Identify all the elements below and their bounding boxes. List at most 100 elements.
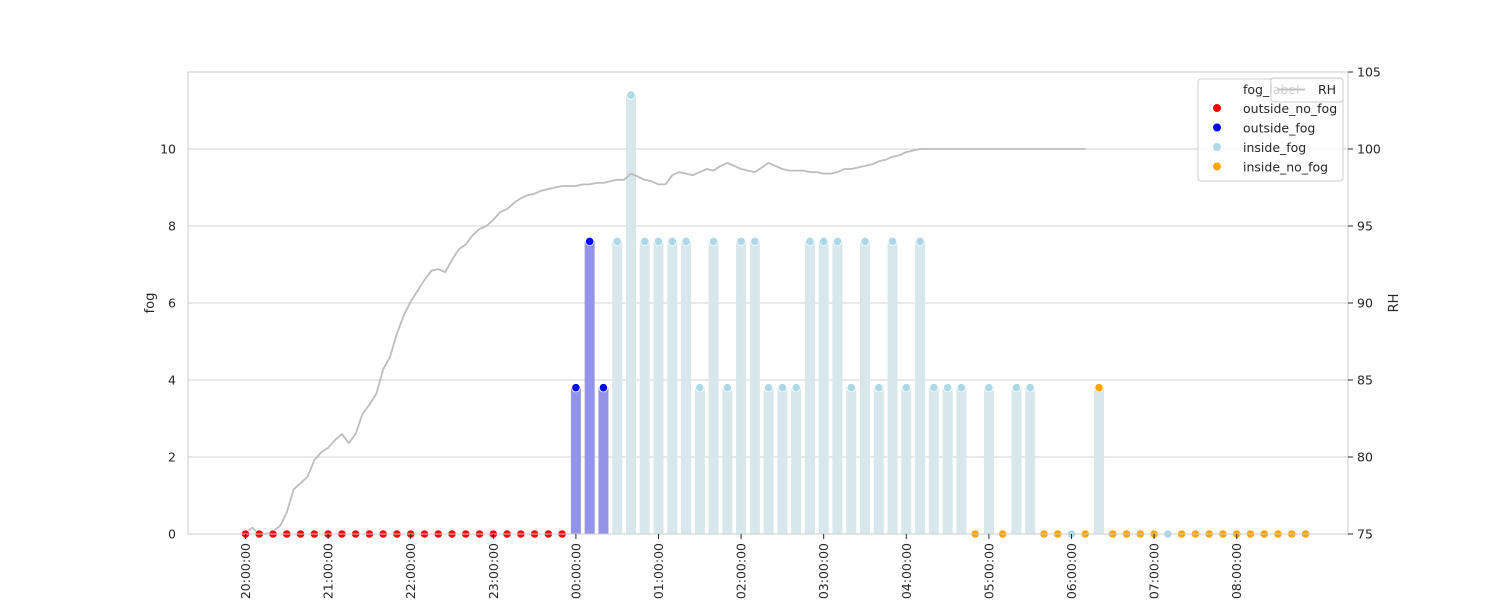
fog-bar: [956, 387, 967, 534]
legend-marker-outside_fog: [1213, 123, 1221, 132]
fog-point-inside_fog: [791, 383, 801, 393]
fog-bar: [873, 387, 884, 534]
left-y-tick-label: 0: [168, 527, 176, 542]
fog-bar: [1025, 387, 1036, 534]
left-y-axis-ticks: 0 2 4 6 8 10: [160, 142, 176, 542]
fog-point-inside_fog: [984, 383, 994, 393]
right-y-tick-label: 95: [1357, 219, 1373, 234]
fog-bar: [639, 241, 650, 534]
fog-bar: [777, 387, 788, 534]
fog-point-inside_fog: [846, 383, 856, 393]
fog-point-inside_fog: [750, 236, 760, 246]
fog-bar: [708, 241, 719, 534]
legend-marker-outside_no_fog: [1213, 104, 1221, 112]
left-y-tick-label: 4: [168, 373, 176, 388]
fog-bar: [653, 241, 664, 534]
rh-line: [244, 148, 1086, 535]
left-y-tick-label: 10: [160, 142, 176, 157]
fog-point-inside_fog: [777, 383, 788, 393]
fog-point-inside_fog: [667, 236, 677, 246]
fog-bar: [612, 241, 623, 534]
fog-bar: [942, 387, 953, 534]
fog-point-inside_fog: [736, 236, 746, 246]
x-axis-ticks: 20:00:00 21:00:00 22:00:00 23:00:00 00:00:00…: [238, 534, 1244, 599]
fog-bar: [1011, 387, 1022, 534]
fog-point-inside_fog: [915, 236, 925, 246]
legend-marker-inside_fog: [1213, 143, 1221, 151]
left-y-tick-label: 6: [168, 296, 176, 311]
fog-bar: [983, 387, 994, 534]
left-y-tick-label: 2: [168, 450, 176, 465]
rh-line-layer: [244, 148, 1086, 535]
legend-box: [1197, 78, 1344, 182]
fog-point-inside_fog: [653, 236, 664, 246]
fog-bar: [818, 241, 829, 534]
fog-bar: [887, 241, 898, 534]
legend-label: outside_fog: [1243, 121, 1315, 136]
fog-point-inside_fog: [640, 236, 650, 246]
fog-bar: [694, 387, 705, 534]
x-tick-label: 06:00:00: [1064, 543, 1079, 599]
x-tick-label: 00:00:00: [568, 543, 583, 599]
fog-bar: [625, 95, 636, 534]
left-y-tick-label: 8: [168, 219, 176, 234]
right-y-tick-label: 90: [1357, 296, 1373, 311]
fog-bar: [598, 387, 609, 534]
fog-bar: [901, 387, 912, 534]
left-y-axis-label: fog: [143, 293, 158, 314]
right-y-tick-label: 100: [1357, 142, 1381, 157]
fog-bar: [860, 241, 870, 534]
legend-label: inside_fog: [1243, 140, 1306, 155]
fog-point-inside_fog: [708, 236, 719, 246]
fog-point-inside_fog: [832, 236, 843, 246]
fog-point-inside_fog: [681, 236, 691, 246]
fog-bar: [763, 387, 774, 534]
fog-point-inside_fog: [626, 90, 636, 100]
x-tick-label: 21:00:00: [321, 543, 336, 599]
x-tick-label: 01:00:00: [651, 543, 666, 599]
legend-label: inside_no_fog: [1243, 160, 1328, 175]
fog-bar: [804, 241, 815, 534]
legend-marker-inside_no_fog: [1213, 162, 1221, 171]
x-tick-label: 07:00:00: [1147, 543, 1162, 599]
x-tick-label: 22:00:00: [403, 543, 418, 599]
fog-label-legend: fog_labeloutside_no_fogoutside_foginside…: [1197, 78, 1344, 182]
fog-bar: [791, 387, 802, 534]
fog-point-inside_fog: [805, 236, 815, 246]
right-y-tick-label: 105: [1357, 65, 1381, 80]
x-tick-label: 23:00:00: [486, 543, 501, 599]
fog-point-inside_fog: [612, 236, 622, 246]
fog-point-inside_fog: [874, 383, 884, 393]
fog-bar: [832, 241, 843, 534]
fog-point-inside_fog: [942, 383, 953, 393]
fog-point-outside_fog: [585, 236, 595, 246]
fog-bar: [736, 241, 747, 534]
legend-label: outside_no_fog: [1243, 101, 1337, 116]
rh-legend-label: RH: [1318, 82, 1336, 97]
rh-legend: RH: [1270, 77, 1344, 103]
right-y-tick-label: 80: [1357, 450, 1373, 465]
fog-bar: [722, 387, 733, 534]
fog-point-inside_fog: [887, 236, 898, 246]
fog-bar: [667, 241, 678, 534]
fog-point-inside_fog: [695, 383, 705, 393]
right-y-tick-label: 85: [1357, 373, 1373, 388]
x-tick-label: 03:00:00: [816, 543, 831, 599]
x-tick-label: 08:00:00: [1229, 543, 1244, 599]
right-y-tick-label: 75: [1357, 527, 1373, 542]
fog-point-inside_fog: [860, 236, 870, 246]
fog-bar: [846, 387, 857, 534]
fog-point-inside_fog: [956, 383, 966, 393]
fog-bars: [570, 95, 1105, 534]
fog-point-inside_fog: [764, 383, 774, 393]
x-tick-label: 20:00:00: [238, 543, 253, 599]
fog-point-inside_fog: [722, 383, 732, 393]
fog-bar: [1094, 387, 1105, 534]
fog-bar: [749, 241, 760, 534]
fog-point-inside_fog: [1011, 383, 1022, 393]
x-tick-label: 04:00:00: [899, 543, 914, 599]
x-tick-label: 02:00:00: [734, 543, 749, 599]
right-y-axis-label: RH: [1387, 294, 1402, 313]
x-tick-label: 05:00:00: [981, 543, 996, 599]
